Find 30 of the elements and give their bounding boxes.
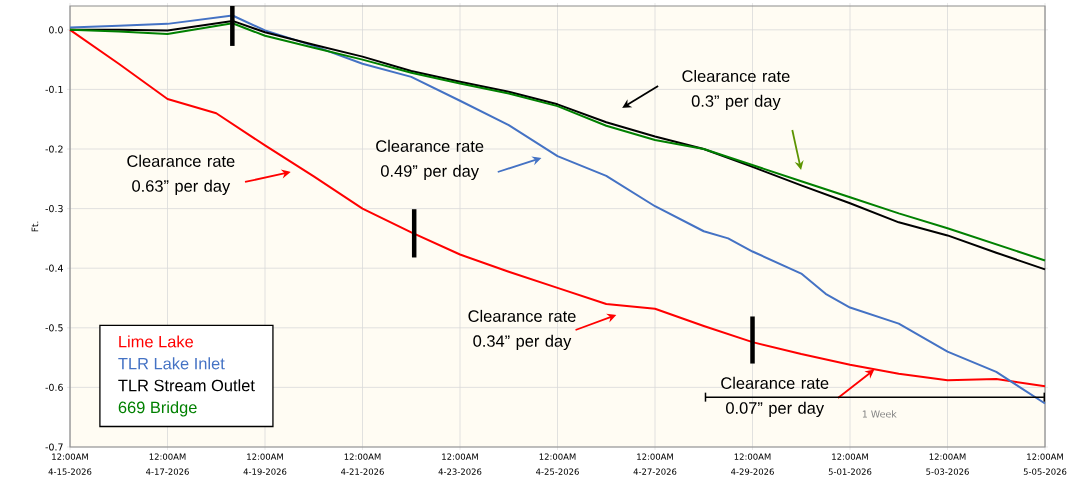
x-tick-label: 12:00AM 4-25-2026 [536, 453, 579, 475]
x-tick-label: 12:00AM 4-23-2026 [438, 453, 482, 475]
text: TLR Lake Inlet [118, 357, 225, 370]
text: 669 Bridge [118, 401, 197, 417]
x-tick-label: 12:00AM 4-29-2026 [731, 453, 774, 475]
y-tick-label: -0.1 [45, 85, 63, 94]
x-tick-label: 12:00AM 4-21-2026 [341, 453, 384, 475]
annotation: Clearance rate 0.63” per day [127, 154, 235, 196]
annotation: Clearance rate 0.34” per day [468, 309, 576, 351]
y-tick-label: 0.0 [49, 26, 63, 34]
x-tick-label: 12:00AM 4-19-2026 [243, 453, 287, 475]
y-tick-label: -0.7 [45, 443, 63, 451]
x-tick-label: 12:00AM 4-15-2026 [48, 453, 92, 475]
annotation: Clearance rate 0.07” per day [721, 376, 829, 418]
y-axis-title: Ft. [31, 221, 39, 232]
annotation: Clearance rate 0.49” per day [376, 139, 484, 181]
y-tick-label: -0.3 [45, 205, 63, 213]
text: TLR Stream Outlet [118, 379, 255, 392]
annotation: Clearance rate 0.3” per day [682, 69, 790, 111]
x-tick-label: 12:00AM 5-03-2026 [926, 453, 969, 475]
x-tick-label: 12:00AM 4-27-2026 [633, 453, 677, 475]
annotation: 1 Week [862, 410, 897, 418]
x-tick-label: 12:00AM 5-05-2026 [1023, 453, 1067, 475]
x-tick-label: 12:00AM 4-17-2026 [146, 453, 189, 475]
x-tick-label: 12:00AM 5-01-2026 [828, 453, 872, 475]
y-tick-label: -0.2 [45, 145, 63, 153]
y-tick-label: -0.5 [45, 324, 63, 332]
y-tick-label: -0.4 [45, 264, 63, 272]
y-tick-label: -0.6 [45, 383, 63, 391]
text: Lime Lake [119, 335, 193, 348]
